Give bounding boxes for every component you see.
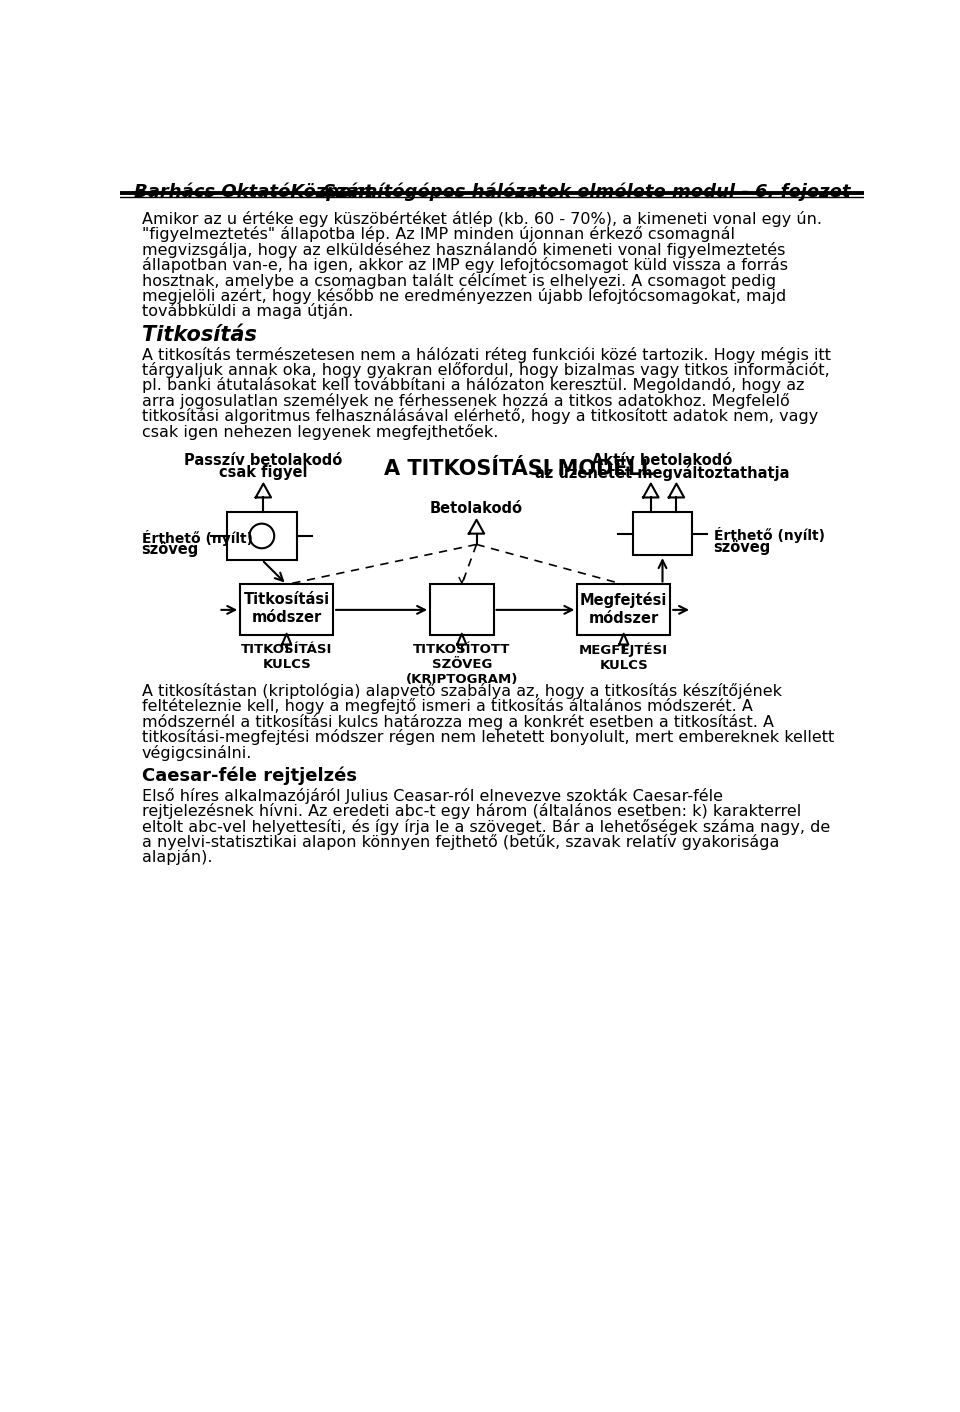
Text: MEGFEJTÉSI
KULCS: MEGFEJTÉSI KULCS [579,642,668,672]
Text: Caesar-féle rejtjelzés: Caesar-féle rejtjelzés [142,767,357,785]
Text: a nyelvi-statisztikai alapon könnyen fejthető (betűk, szavak relatív gyakorisága: a nyelvi-statisztikai alapon könnyen fej… [142,834,780,850]
Text: állapotban van-e, ha igen, akkor az IMP egy lefojtócsomagot küld vissza a forrás: állapotban van-e, ha igen, akkor az IMP … [142,257,788,273]
Text: alapján).: alapján). [142,850,212,866]
Text: tárgyaljuk annak oka, hogy gyakran előfordul, hogy bizalmas vagy titkos informác: tárgyaljuk annak oka, hogy gyakran előfo… [142,361,829,378]
Text: csak figyel: csak figyel [219,465,307,480]
Text: szöveg: szöveg [713,539,771,555]
Bar [227,513,297,559]
Text: TITKOSÍTÁSI
KULCS: TITKOSÍTÁSI KULCS [241,642,332,671]
Text: Passzív betolakodó: Passzív betolakodó [184,453,343,467]
Text: titkosítási-megfejtési módszer régen nem lehetett bonyolult, mert embereknek kel: titkosítási-megfejtési módszer régen nem… [142,729,834,746]
Text: hosztnak, amelybe a csomagban talált célcímet is elhelyezi. A csomagot pedig: hosztnak, amelybe a csomagban talált cél… [142,273,776,288]
Text: Megfejtési
módszer: Megfejtési módszer [580,592,667,626]
Text: A titkosítástan (kriptológia) alapvető szabálya az, hogy a titkosítás készítőjén: A titkosítástan (kriptológia) alapvető s… [142,683,781,699]
Text: A titkosítás természetesen nem a hálózati réteg funkciói közé tartozik. Hogy még: A titkosítás természetesen nem a hálózat… [142,346,830,363]
Bar [577,585,670,635]
Text: Betolakodó: Betolakodó [430,501,523,515]
Text: "figyelmeztetés" állapotba lép. Az IMP minden újonnan érkező csomagnál: "figyelmeztetés" állapotba lép. Az IMP m… [142,226,734,243]
Text: Számítógépes hálózatok elmélete modul - 6. fejezet: Számítógépes hálózatok elmélete modul - … [323,182,850,201]
Bar [633,513,692,555]
Text: Érthető (nyílt): Érthető (nyílt) [713,528,825,544]
Text: Titkosítás: Titkosítás [142,325,256,345]
Text: az üzenetet megváltoztathatja: az üzenetet megváltoztathatja [536,465,790,481]
Bar [240,585,333,635]
Text: végigcsinálni.: végigcsinálni. [142,744,252,761]
Text: titkosítási algoritmus felhasználásával elérhető, hogy a titkosított adatok nem,: titkosítási algoritmus felhasználásával … [142,408,818,424]
Text: továbbküldi a maga útján.: továbbküldi a maga útján. [142,304,353,319]
Text: Érthető (nyílt): Érthető (nyílt) [142,530,252,546]
Text: Titkosítási
módszer: Titkosítási módszer [244,592,329,624]
Text: eltolt abc-vel helyettesíti, és így írja le a szöveget. Bár a lehetőségek száma : eltolt abc-vel helyettesíti, és így írja… [142,819,830,834]
Text: megvizsgálja, hogy az elküldéséhez használandó kimeneti vonal figyelmeztetés: megvizsgálja, hogy az elküldéséhez haszn… [142,241,785,258]
Text: csak igen nehezen legyenek megfejthetőek.: csak igen nehezen legyenek megfejthetőek… [142,424,498,439]
Text: A TITKOSÍTÁSI MODELL: A TITKOSÍTÁSI MODELL [383,459,654,479]
Text: Barhács OktatóKözpont: Barhács OktatóKözpont [134,182,372,201]
Text: pl. banki átutalásokat kell továbbítani a hálózaton keresztül. Megoldandó, hogy : pl. banki átutalásokat kell továbbítani … [142,377,804,394]
Text: megjelöli azért, hogy később ne eredményezzen újabb lefojtócsomagokat, majd: megjelöli azért, hogy később ne eredmény… [142,288,786,304]
Text: arra jogosulatlan személyek ne férhessenek hozzá a titkos adatokhoz. Megfelelő: arra jogosulatlan személyek ne férhessen… [142,393,789,408]
Text: Amikor az u értéke egy küszöbértéket átlép (kb. 60 - 70%), a kimeneti vonal egy : Amikor az u értéke egy küszöbértéket átl… [142,210,822,227]
Text: Aktív betolakodó: Aktív betolakodó [592,453,732,467]
Text: rejtjelezésnek hívni. Az eredeti abc-t egy három (általános esetben: k) karakter: rejtjelezésnek hívni. Az eredeti abc-t e… [142,803,801,819]
Text: TITKOSÍTOTT
SZÖVEG
(KRIPTOGRAM): TITKOSÍTOTT SZÖVEG (KRIPTOGRAM) [405,642,518,686]
Text: módszernél a titkosítási kulcs határozza meg a konkrét esetben a titkosítást. A: módszernél a titkosítási kulcs határozza… [142,714,774,730]
Text: szöveg: szöveg [142,542,199,558]
Text: Első híres alkalmazójáról Julius Ceasar-ról elnevezve szokták Caesar-féle: Első híres alkalmazójáról Julius Ceasar-… [142,788,723,803]
Text: feltételeznie kell, hogy a megfejtő ismeri a titkosítás általános módszerét. A: feltételeznie kell, hogy a megfejtő isme… [142,699,753,714]
Bar [430,585,493,635]
